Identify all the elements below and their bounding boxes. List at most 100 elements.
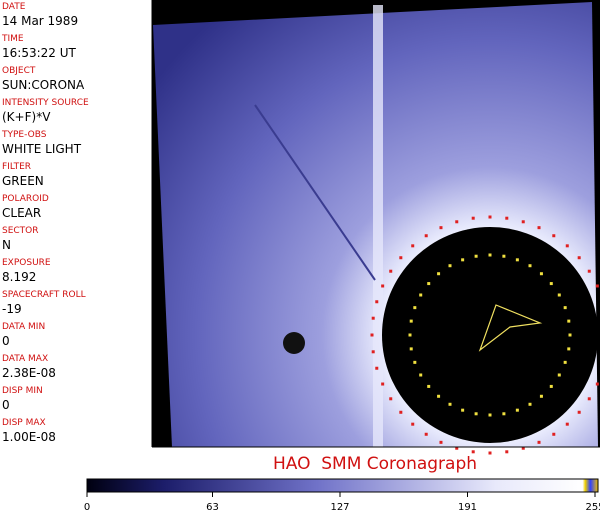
field-label: SECTOR — [2, 226, 39, 236]
colorbar — [86, 478, 599, 493]
yellow-dot — [549, 384, 553, 388]
red-dot — [455, 446, 459, 450]
yellow-dot — [563, 306, 567, 310]
spot — [283, 332, 305, 354]
field-value: WHITE LIGHT — [2, 142, 82, 156]
yellow-dot — [557, 373, 561, 377]
red-dot — [577, 410, 581, 414]
red-dot — [488, 215, 492, 219]
red-dot — [537, 440, 541, 444]
header-fields: DATE 14 Mar 1989 TIME 16:53:22 UT OBJECT SUN:… — [1, 2, 89, 444]
red-dot — [537, 226, 541, 230]
red-dot — [389, 269, 393, 273]
red-dot — [552, 234, 556, 238]
red-dot — [505, 450, 509, 454]
yellow-dot — [448, 402, 452, 406]
yellow-dot — [419, 293, 423, 297]
red-dot — [399, 410, 403, 414]
pylon — [373, 5, 383, 447]
red-dot — [411, 422, 415, 426]
streak — [254, 104, 376, 281]
red-dot — [565, 422, 569, 426]
field-value: 16:53:22 UT — [2, 46, 76, 60]
red-dot — [587, 269, 591, 273]
yellow-dot — [568, 333, 572, 337]
red-dot — [381, 284, 385, 288]
field-value: 0 — [2, 334, 10, 348]
yellow-dot — [409, 319, 413, 323]
red-dot — [521, 446, 525, 450]
red-dot — [371, 350, 375, 354]
red-dot — [471, 450, 475, 454]
red-dot — [439, 226, 443, 230]
red-dot — [471, 216, 475, 220]
yellow-dot — [539, 272, 543, 276]
field-label: FILTER — [2, 162, 31, 172]
field-value: -19 — [2, 302, 22, 316]
yellow-dot — [502, 254, 506, 258]
tick-label: 0 — [84, 502, 90, 512]
field-label: DATA MAX — [2, 354, 48, 364]
field-value: 0 — [2, 398, 10, 412]
yellow-dot — [557, 293, 561, 297]
yellow-dot — [539, 394, 543, 398]
red-dot — [521, 220, 525, 224]
yellow-dot — [437, 272, 441, 276]
field-value: CLEAR — [2, 206, 41, 220]
field-value: N — [2, 238, 11, 252]
yellow-dot — [488, 413, 492, 417]
red-dot — [577, 256, 581, 260]
red-dot — [439, 440, 443, 444]
yellow-dot — [474, 254, 478, 258]
field-label: EXPOSURE — [2, 258, 51, 268]
field-label: TYPE-OBS — [1, 130, 47, 140]
tick-label: 127 — [330, 502, 349, 512]
red-dot — [565, 244, 569, 248]
sun-marker — [478, 304, 543, 352]
red-dot — [399, 256, 403, 260]
yellow-dot — [409, 347, 413, 351]
red-dot — [587, 397, 591, 401]
field-label: POLAROID — [2, 194, 49, 204]
yellow-dot — [515, 258, 519, 262]
yellow-dot — [419, 373, 423, 377]
red-dot — [595, 382, 599, 386]
yellow-dot — [461, 408, 465, 412]
red-dot — [505, 216, 509, 220]
yellow-dot — [413, 306, 417, 310]
red-dot — [488, 451, 492, 455]
yellow-dot — [567, 319, 571, 323]
red-dot — [370, 333, 374, 337]
field-label: TIME — [1, 34, 24, 44]
yellow-dot — [563, 360, 567, 364]
tick-label: 191 — [458, 502, 477, 512]
occulter — [382, 227, 598, 443]
field-value: SUN:CORONA — [2, 78, 85, 92]
red-dot — [424, 432, 428, 436]
yellow-dot — [502, 412, 506, 416]
field-label: DISP MIN — [2, 386, 43, 396]
tick-label: 63 — [206, 502, 219, 512]
field-value: 1.00E-08 — [2, 430, 56, 444]
tick-label: 255 — [585, 502, 600, 512]
colorbar-ticks: 0 63 127 191 255 — [84, 492, 600, 512]
field-label: INTENSITY SOURCE — [2, 98, 89, 108]
yellow-dot — [528, 264, 532, 268]
red-dot — [371, 316, 375, 320]
yellow-dot — [474, 412, 478, 416]
yellow-dot — [549, 282, 553, 286]
yellow-dot — [528, 402, 532, 406]
yellow-dot — [488, 253, 492, 257]
yellow-dot — [448, 264, 452, 268]
red-dot — [455, 220, 459, 224]
yellow-dot — [413, 360, 417, 364]
dot-rings — [370, 215, 599, 455]
field-value: 8.192 — [2, 270, 36, 284]
yellow-dot — [427, 384, 431, 388]
red-dot — [595, 284, 599, 288]
red-dot — [411, 244, 415, 248]
red-dot — [381, 382, 385, 386]
field-label: DISP MAX — [2, 418, 46, 428]
